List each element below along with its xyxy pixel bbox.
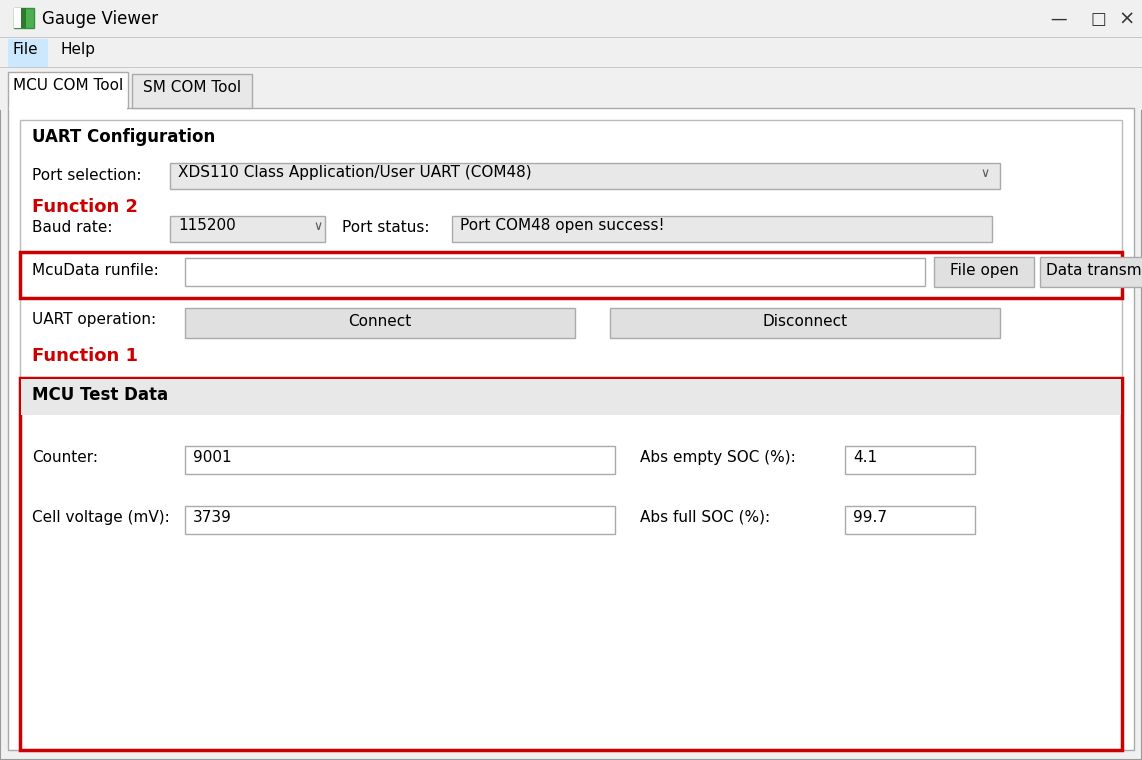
Bar bbox=[0, 38, 1142, 68]
Bar bbox=[185, 308, 576, 338]
Bar bbox=[14, 8, 21, 28]
Text: Cell voltage (mV):: Cell voltage (mV): bbox=[32, 510, 170, 525]
Bar bbox=[170, 163, 1000, 189]
Bar bbox=[9, 107, 127, 110]
Bar bbox=[185, 258, 925, 286]
Bar bbox=[845, 506, 975, 534]
Text: XDS110 Class Application/User UART (COM48): XDS110 Class Application/User UART (COM4… bbox=[178, 165, 532, 180]
Text: UART Configuration: UART Configuration bbox=[32, 128, 215, 146]
Bar bbox=[185, 506, 616, 534]
Bar bbox=[132, 74, 252, 108]
Text: —: — bbox=[1049, 10, 1067, 28]
Bar bbox=[170, 216, 325, 242]
Bar bbox=[21, 378, 1121, 750]
Text: Function 2: Function 2 bbox=[32, 198, 138, 216]
Bar bbox=[8, 39, 48, 67]
Bar bbox=[845, 446, 975, 474]
Text: Port status:: Port status: bbox=[341, 220, 429, 235]
Bar bbox=[0, 37, 1142, 38]
Text: Disconnect: Disconnect bbox=[763, 314, 847, 329]
Text: ×: × bbox=[1118, 10, 1134, 29]
Text: Abs full SOC (%):: Abs full SOC (%): bbox=[640, 510, 770, 525]
Text: □: □ bbox=[1089, 10, 1105, 28]
Text: 3739: 3739 bbox=[193, 510, 232, 525]
Bar bbox=[610, 308, 1000, 338]
Text: SM COM Tool: SM COM Tool bbox=[143, 80, 241, 95]
Text: MCU Test Data: MCU Test Data bbox=[32, 386, 168, 404]
Text: Gauge Viewer: Gauge Viewer bbox=[42, 10, 158, 28]
Bar bbox=[0, 67, 1142, 68]
Text: 9001: 9001 bbox=[193, 450, 232, 465]
Bar bbox=[8, 108, 1134, 750]
Text: 4.1: 4.1 bbox=[853, 450, 877, 465]
Text: 115200: 115200 bbox=[178, 218, 235, 233]
Bar bbox=[934, 257, 1034, 287]
Bar bbox=[14, 8, 34, 28]
Text: Baud rate:: Baud rate: bbox=[32, 220, 113, 235]
Text: Function 1: Function 1 bbox=[32, 347, 138, 365]
Bar bbox=[21, 120, 1121, 400]
Bar bbox=[185, 446, 616, 474]
Text: Data transmit: Data transmit bbox=[1046, 263, 1142, 278]
Text: UART operation:: UART operation: bbox=[32, 312, 156, 327]
Bar bbox=[21, 252, 1121, 298]
Bar bbox=[1040, 257, 1142, 287]
Text: File open: File open bbox=[950, 263, 1019, 278]
Bar bbox=[8, 72, 128, 108]
Text: Port selection:: Port selection: bbox=[32, 168, 142, 183]
Bar bbox=[452, 216, 992, 242]
Text: 99.7: 99.7 bbox=[853, 510, 887, 525]
Bar bbox=[0, 0, 1142, 38]
Text: Connect: Connect bbox=[348, 314, 411, 329]
Text: Counter:: Counter: bbox=[32, 450, 98, 465]
Text: Abs empty SOC (%):: Abs empty SOC (%): bbox=[640, 450, 796, 465]
Text: ∨: ∨ bbox=[313, 220, 322, 233]
Bar bbox=[0, 68, 1142, 110]
Text: File: File bbox=[13, 42, 39, 57]
Text: McuData runfile:: McuData runfile: bbox=[32, 263, 159, 278]
Text: Port COM48 open success!: Port COM48 open success! bbox=[460, 218, 665, 233]
Bar bbox=[21, 379, 1121, 415]
Bar bbox=[21, 8, 26, 28]
Text: Help: Help bbox=[61, 42, 95, 57]
Text: MCU COM Tool: MCU COM Tool bbox=[13, 78, 123, 93]
Text: ∨: ∨ bbox=[980, 167, 989, 180]
